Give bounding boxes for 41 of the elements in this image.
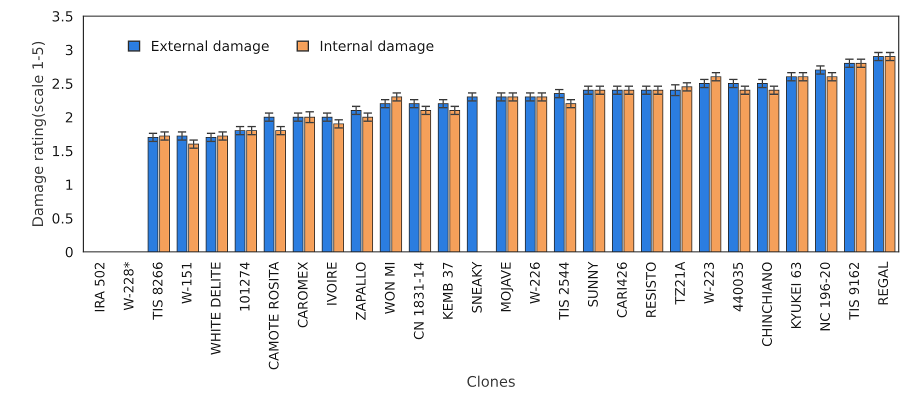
y-tick-label: 3 [66, 44, 73, 56]
y-tick-label: 0 [66, 246, 73, 258]
y-tick-label: 3.5 [52, 11, 72, 22]
x-tick-label: CARI426 [616, 262, 627, 318]
x-tick-label: CAROMEX [298, 262, 308, 328]
x-tick-label: SUNNY [588, 262, 598, 307]
y-axis-title: Damage rating(scale 1-5) [32, 42, 46, 226]
x-tick-label: RESISTO [646, 262, 656, 317]
x-tick-label: TIS 8266 [152, 262, 163, 320]
x-tick-label: 101274 [240, 262, 250, 311]
bar [466, 96, 478, 252]
legend-label: Internal damage [320, 40, 434, 54]
x-tick-label: W-151 [182, 262, 192, 304]
x-tick-label: IVOIRE [326, 262, 337, 305]
x-tick-label: REGAL [878, 262, 888, 304]
y-tick-label: 1.5 [53, 146, 72, 156]
x-axis-title: Clones [467, 376, 515, 387]
x-tick-label: WHITE DELITE [210, 262, 220, 355]
x-tick-label: W-228* [124, 262, 134, 310]
x-tick-label: CN 1831-14 [414, 262, 424, 340]
x-tick-label: SNEAKY [472, 262, 482, 313]
x-tick-label: MOJAVE [500, 262, 514, 312]
x-tick-label: W-226 [530, 262, 540, 304]
y-tick-label: 1 [66, 180, 72, 190]
x-tick-label: NC 196-20 [820, 262, 830, 330]
x-tick-label: TIS 9162 [849, 262, 860, 320]
x-tick-label: W-223 [704, 262, 714, 304]
x-tick-label: CAMOTE ROSITA [268, 262, 279, 370]
y-tick-label: 0.5 [52, 213, 72, 224]
x-tick-label: TZ21A [674, 262, 685, 305]
y-tick-label: 2.5 [52, 78, 72, 89]
x-tick-label: ZAPALLO [356, 262, 366, 320]
y-tick-label: 2 [66, 112, 72, 122]
x-tick-label: WON MI [384, 262, 395, 314]
x-tick-label: TIS 2544 [558, 262, 569, 320]
x-tick-label: KEMB 37 [442, 262, 453, 319]
x-tick-label: KYUKEI 63 [791, 262, 802, 328]
x-tick-label: CHINCHIANO [762, 262, 772, 346]
x-tick-label: 440035 [733, 262, 743, 312]
x-tick-label: IRA 502 [94, 262, 105, 312]
legend-label: External damage [152, 40, 269, 54]
